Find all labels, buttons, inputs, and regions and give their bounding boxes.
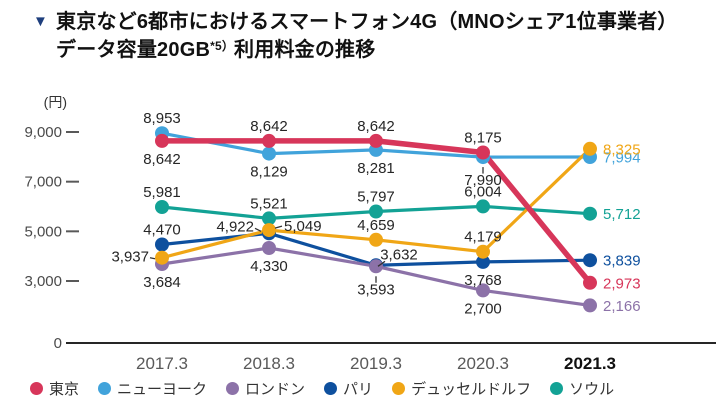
value-label-tokyo-2021.3: 2,973 [603, 275, 641, 292]
chart-title-line1: 東京など6都市におけるスマートフォン4G（MNOシェア1位事業者） [56, 11, 678, 33]
legend-label-london: ロンドン [245, 381, 306, 398]
value-label-dusseldorf-2021.3: 8,325 [603, 141, 641, 158]
y-axis-tick-label: 5,000 [24, 223, 62, 240]
value-label-london-2017.3: 3,684 [143, 274, 181, 291]
label-leader-line [377, 260, 386, 267]
x-axis-label: 2020.3 [457, 354, 509, 373]
value-label-dusseldorf-2019.3: 4,659 [357, 217, 395, 234]
x-axis-label: 2018.3 [243, 354, 295, 373]
data-point-seoul-2018.3 [262, 211, 276, 226]
y-axis-tick-label: 7,000 [24, 174, 62, 191]
value-label-tokyo-2019.3: 8,642 [357, 118, 395, 135]
y-axis-tick-label: 0 [54, 335, 62, 352]
value-label-new-york-2017.3: 8,953 [143, 110, 181, 127]
chart-title-footnote-ref: *5） [210, 39, 235, 53]
chart-title-line2-prefix: データ容量20GB [56, 39, 211, 61]
legend-item-tokyo: 東京 [30, 378, 79, 399]
value-label-paris-2020.3: 3,768 [464, 272, 502, 289]
chart-title-line2-suffix: 利用料金の推移 [234, 39, 376, 61]
value-label-dusseldorf-2017.3: 3,937 [111, 249, 149, 266]
value-label-dusseldorf-2020.3: 4,179 [464, 229, 502, 246]
value-label-london-2021.3: 2,166 [603, 298, 641, 315]
data-point-dusseldorf-2020.3 [476, 244, 490, 259]
data-point-new-york-2018.3 [262, 146, 276, 161]
value-label-paris-2019.3: 3,632 [380, 246, 418, 263]
legend-item-london: ロンドン [226, 378, 305, 399]
value-label-paris-2018.3: 4,922 [216, 218, 254, 235]
label-leader-line [254, 227, 262, 232]
value-label-london-2020.3: 2,700 [464, 300, 502, 317]
value-label-tokyo-2020.3: 8,175 [464, 129, 502, 146]
value-label-seoul-2018.3: 5,521 [250, 195, 288, 212]
data-point-paris-2021.3 [583, 253, 597, 268]
value-label-new-york-2021.3: 7,994 [603, 149, 641, 166]
legend-item-seoul: ソウル [550, 378, 614, 399]
x-axis-label: 2019.3 [350, 354, 402, 373]
legend-label-dusseldorf: デュッセルドルフ [411, 381, 532, 398]
legend-dot-paris [324, 382, 338, 395]
data-point-tokyo-2017.3 [155, 133, 169, 148]
chart-title: ▼ 東京など6都市におけるスマートフォン4G（MNOシェア1位事業者） データ容… [33, 8, 678, 66]
value-label-seoul-2017.3: 5,981 [143, 184, 181, 201]
data-point-paris-2017.3 [155, 237, 169, 252]
legend-item-paris: パリ [324, 378, 373, 399]
value-label-paris-2017.3: 4,470 [143, 221, 181, 238]
data-point-london-2018.3 [262, 241, 276, 255]
data-point-tokyo-2018.3 [262, 133, 276, 148]
legend-label-tokyo: 東京 [49, 381, 80, 398]
value-label-new-york-2018.3: 8,129 [250, 164, 288, 181]
down-triangle-icon: ▼ [33, 13, 49, 30]
data-point-dusseldorf-2018.3 [262, 223, 276, 238]
value-label-new-york-2019.3: 8,281 [357, 160, 395, 177]
legend-dot-new-york [98, 382, 112, 395]
legend-dot-dusseldorf [392, 382, 406, 395]
y-axis-tick-label: 3,000 [24, 273, 62, 290]
value-label-paris-2021.3: 3,839 [603, 253, 641, 270]
data-point-dusseldorf-2021.3 [583, 141, 597, 156]
value-label-new-york-2020.3: 7,990 [464, 172, 502, 189]
data-point-dusseldorf-2019.3 [369, 232, 383, 247]
data-point-seoul-2021.3 [583, 206, 597, 221]
legend-label-new-york: ニューヨーク [117, 381, 208, 398]
x-axis-label: 2021.3 [564, 354, 616, 373]
legend-label-paris: パリ [343, 381, 374, 398]
legend-dot-london [226, 382, 240, 395]
label-leader-line [149, 257, 156, 260]
y-axis-unit-label: (円) [44, 94, 67, 110]
legend-dot-tokyo [30, 382, 43, 395]
data-point-tokyo-2019.3 [369, 133, 383, 148]
chart-title-line2: データ容量20GB*5）利用料金の推移 [56, 39, 375, 61]
data-point-london-2020.3 [476, 283, 490, 298]
data-point-seoul-2019.3 [369, 204, 383, 219]
data-point-london-2021.3 [583, 298, 597, 313]
legend-item-new-york: ニューヨーク [98, 378, 207, 399]
legend-dot-seoul [550, 382, 564, 395]
data-point-seoul-2017.3 [155, 200, 169, 214]
data-point-dusseldorf-2017.3 [155, 250, 169, 265]
data-point-london-2019.3 [369, 259, 383, 274]
data-point-seoul-2020.3 [476, 199, 490, 214]
value-label-tokyo-2017.3: 8,642 [143, 151, 181, 168]
data-point-paris-2020.3 [476, 254, 490, 269]
data-point-tokyo-2020.3 [476, 145, 490, 160]
legend: 東京 ニューヨーク ロンドン パリ デュッセルドルフ ソウル [30, 378, 614, 399]
legend-label-seoul: ソウル [569, 381, 615, 398]
value-label-seoul-2019.3: 5,797 [357, 189, 395, 206]
label-leader-line [274, 225, 283, 229]
data-point-tokyo-2021.3 [583, 275, 597, 290]
value-label-dusseldorf-2018.3: 5,049 [284, 218, 322, 235]
value-label-london-2018.3: 4,330 [250, 258, 288, 275]
value-label-tokyo-2018.3: 8,642 [250, 118, 288, 135]
y-axis-tick-label: 9,000 [24, 124, 62, 141]
value-label-seoul-2020.3: 6,004 [464, 183, 502, 200]
x-axis-label: 2017.3 [136, 354, 188, 373]
value-label-seoul-2021.3: 5,712 [603, 206, 641, 223]
value-label-london-2019.3: 3,593 [357, 281, 395, 298]
chart-title-text: 東京など6都市におけるスマートフォン4G（MNOシェア1位事業者） データ容量2… [56, 8, 678, 66]
legend-item-dusseldorf: デュッセルドルフ [392, 378, 531, 399]
